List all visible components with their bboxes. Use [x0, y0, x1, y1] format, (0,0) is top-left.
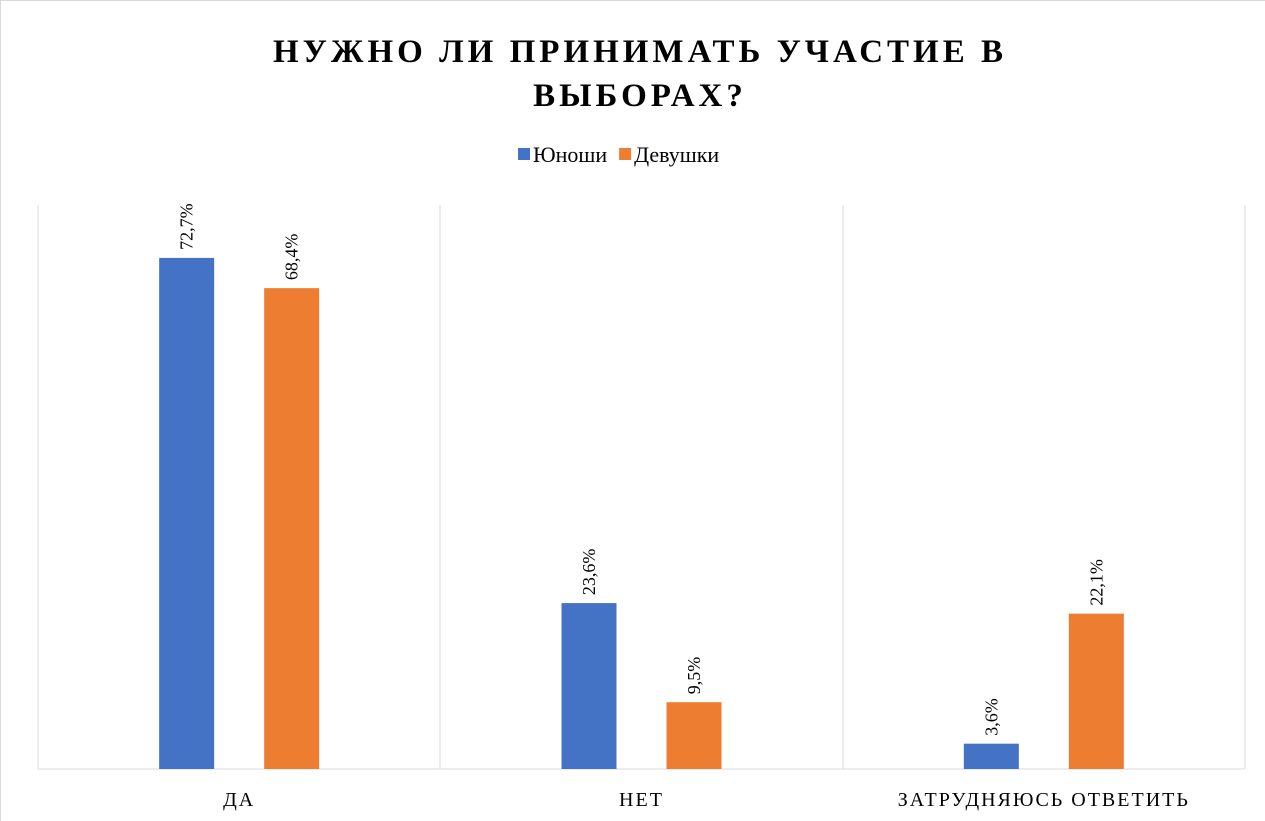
data-label: 3,6%: [981, 698, 1001, 736]
data-label: 68,4%: [282, 234, 302, 281]
bar: [963, 743, 1019, 769]
x-tick-label: ЗАТРУДНЯЮСЬ ОТВЕТИТЬ: [898, 789, 1190, 811]
data-label: 72,7%: [177, 203, 197, 250]
bar: [159, 257, 215, 769]
chart-title: НУЖНО ЛИ ПРИНИМАТЬ УЧАСТИЕ В ВЫБОРАХ?: [272, 34, 1007, 114]
legend-label: Девушки: [634, 142, 719, 167]
x-tick-label: НЕТ: [619, 789, 664, 811]
legend-label: Юноши: [533, 142, 607, 167]
data-label: 23,6%: [579, 549, 599, 596]
legend-swatch: [619, 148, 632, 160]
bar: [1068, 613, 1124, 769]
bar: [666, 702, 722, 769]
data-label: 9,5%: [684, 657, 704, 695]
legend-swatch: [518, 148, 530, 160]
bar: [264, 288, 320, 769]
data-label: 22,1%: [1086, 559, 1106, 606]
bar: [561, 603, 617, 769]
x-tick-label: ДА: [223, 789, 255, 811]
